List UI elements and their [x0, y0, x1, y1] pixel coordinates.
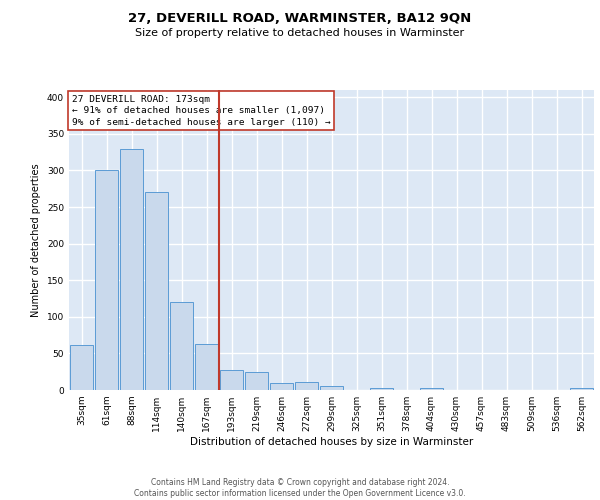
Bar: [320, 386, 343, 390]
Text: Contains HM Land Registry data © Crown copyright and database right 2024.
Contai: Contains HM Land Registry data © Crown c…: [134, 478, 466, 498]
Bar: [220, 370, 243, 390]
Text: Size of property relative to detached houses in Warminster: Size of property relative to detached ho…: [136, 28, 464, 38]
Bar: [70, 344, 93, 390]
X-axis label: Distribution of detached houses by size in Warminster: Distribution of detached houses by size …: [190, 437, 473, 447]
Bar: [570, 388, 593, 390]
Bar: [195, 344, 218, 390]
Bar: [420, 388, 443, 390]
Bar: [270, 384, 293, 390]
Bar: [295, 382, 318, 390]
Bar: [120, 148, 143, 390]
Bar: [245, 372, 268, 390]
Text: 27, DEVERILL ROAD, WARMINSTER, BA12 9QN: 27, DEVERILL ROAD, WARMINSTER, BA12 9QN: [128, 12, 472, 26]
Bar: [95, 170, 118, 390]
Text: 27 DEVERILL ROAD: 173sqm
← 91% of detached houses are smaller (1,097)
9% of semi: 27 DEVERILL ROAD: 173sqm ← 91% of detach…: [71, 94, 331, 127]
Bar: [370, 388, 393, 390]
Bar: [170, 302, 193, 390]
Bar: [145, 192, 168, 390]
Y-axis label: Number of detached properties: Number of detached properties: [31, 163, 41, 317]
